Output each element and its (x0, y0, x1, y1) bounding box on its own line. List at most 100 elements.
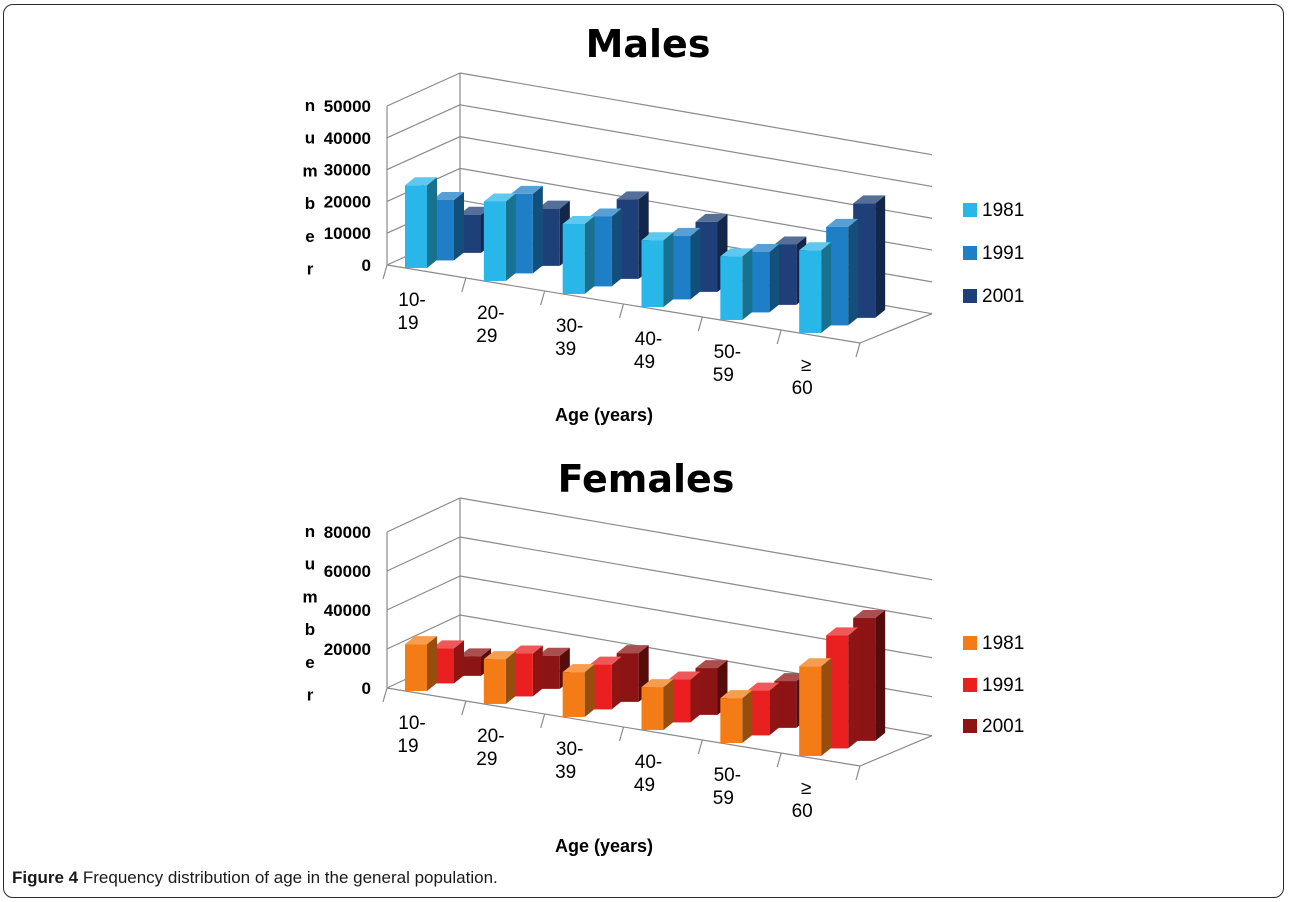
bar-1991 (589, 216, 612, 287)
gridline (459, 104, 933, 188)
x-tick-label: 50-59 (713, 765, 741, 809)
side-gridline (386, 575, 461, 611)
y-axis-label-letter: e (305, 653, 314, 672)
bar-side (427, 177, 437, 268)
floor-edge (859, 313, 933, 344)
x-tick-label: 10-19 (397, 713, 425, 757)
bar-top (459, 206, 491, 215)
y-axis-label-letter: m (302, 587, 317, 606)
legend-swatch (963, 246, 977, 260)
bar-1981 (641, 240, 664, 307)
y-tick-label: 80000 (324, 523, 371, 542)
x-tick-label: 30-39 (555, 739, 583, 783)
bar-top (537, 647, 570, 656)
bar-1991 (747, 690, 770, 736)
x-axis-label: Age (years) (555, 405, 653, 425)
bar-top (668, 671, 701, 680)
bar-top (747, 682, 780, 691)
bar-side (769, 682, 780, 736)
x-tick (776, 329, 782, 345)
bar-1981 (405, 185, 427, 268)
bar-2001 (853, 618, 876, 741)
bar-side (454, 640, 464, 684)
bar-top (459, 648, 491, 657)
bar-1991 (747, 252, 770, 313)
y-axis-label-letter: e (305, 227, 314, 246)
bar-side (848, 627, 859, 749)
y-tick-label: 40000 (324, 129, 371, 148)
side-gridline (386, 72, 461, 107)
y-tick-label: 10000 (324, 224, 371, 243)
bar-top (668, 227, 701, 236)
bar-1991 (432, 648, 454, 684)
x-tick (697, 316, 703, 332)
bar-top (562, 216, 595, 225)
y-tick-label: 0 (362, 256, 371, 275)
x-tick (540, 713, 546, 729)
bar-top (483, 193, 516, 202)
y-axis-label-letter: b (305, 194, 315, 213)
bar-top (641, 232, 674, 241)
side-gridline (386, 536, 461, 572)
x-tick (697, 739, 703, 755)
bar-top (432, 192, 464, 201)
y-axis-label-letter: m (302, 161, 317, 180)
bar-top (774, 673, 807, 682)
legend-label: 1991 (982, 675, 1024, 696)
bar-side (742, 690, 753, 743)
bar-top (510, 645, 543, 654)
bar-2001 (537, 208, 560, 266)
x-tick (540, 290, 546, 306)
bar-top (853, 610, 886, 619)
y-tick-label: 30000 (324, 161, 371, 180)
x-tick-label: 40-49 (634, 752, 662, 796)
y-tick-label: 0 (362, 679, 371, 698)
bar-1981 (720, 698, 743, 743)
bar-top (799, 658, 832, 667)
legend-swatch (963, 678, 977, 692)
bar-2001 (459, 656, 481, 676)
legend-swatch (963, 636, 977, 650)
y-axis-label-letter: u (305, 129, 315, 148)
bar-2001 (537, 655, 560, 689)
legend-label: 1981 (982, 633, 1024, 654)
gridline (459, 497, 933, 581)
x-axis-label: Age (years) (555, 836, 653, 856)
x-tick (618, 726, 625, 742)
bar-1981 (799, 666, 822, 756)
chart-title: Males (586, 22, 711, 66)
chart-title: Females (558, 457, 735, 501)
bar-top (799, 242, 832, 251)
x-tick-label: 30-39 (555, 316, 583, 360)
legend-label: 1991 (982, 243, 1024, 264)
legend-swatch (963, 719, 977, 733)
bar-1981 (799, 250, 822, 333)
bar-side (427, 636, 437, 691)
bar-top (405, 636, 437, 645)
y-tick-label: 60000 (324, 562, 371, 581)
x-tick (461, 700, 467, 716)
x-tick-label: 40-49 (634, 329, 662, 373)
bar-2001 (695, 221, 718, 292)
x-tick-label: 20-29 (476, 726, 504, 770)
bar-1991 (510, 653, 533, 697)
bar-side (769, 244, 780, 313)
side-gridline (386, 104, 461, 139)
bar-top (695, 213, 728, 222)
bar-top (826, 218, 859, 227)
bar-1991 (432, 200, 454, 261)
side-gridline (386, 497, 461, 533)
bar-1991 (826, 226, 849, 326)
x-tick-label: ≥60 (792, 778, 813, 822)
bar-side (532, 185, 543, 274)
bar-side (690, 227, 701, 300)
bar-1991 (668, 235, 691, 300)
y-tick-label: 50000 (324, 97, 371, 116)
bar-2001 (459, 214, 481, 253)
x-tick-label: 10-19 (397, 290, 425, 334)
figure-caption: Figure 4 Frequency distribution of age i… (12, 868, 498, 888)
bar-1981 (562, 672, 585, 717)
bar-top (432, 640, 464, 649)
x-tick (382, 687, 388, 703)
